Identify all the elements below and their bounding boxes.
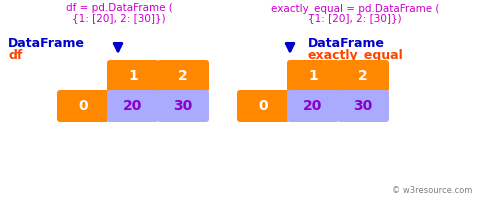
FancyBboxPatch shape <box>157 60 209 92</box>
Text: 2: 2 <box>358 69 368 83</box>
Text: 1: 1 <box>128 69 138 83</box>
FancyBboxPatch shape <box>337 90 389 122</box>
Text: 2: 2 <box>178 69 188 83</box>
Text: 30: 30 <box>354 99 373 113</box>
Text: {1: [20], 2: [30]}): {1: [20], 2: [30]}) <box>308 13 402 23</box>
Text: 30: 30 <box>173 99 193 113</box>
FancyBboxPatch shape <box>57 90 109 122</box>
FancyBboxPatch shape <box>337 60 389 92</box>
Text: DataFrame: DataFrame <box>308 37 385 50</box>
Text: 0: 0 <box>258 99 268 113</box>
Text: exactly_equal: exactly_equal <box>308 49 404 62</box>
Text: 0: 0 <box>78 99 88 113</box>
Text: 1: 1 <box>308 69 318 83</box>
Text: df: df <box>8 49 23 62</box>
FancyBboxPatch shape <box>107 60 159 92</box>
FancyBboxPatch shape <box>287 60 339 92</box>
FancyBboxPatch shape <box>237 90 289 122</box>
FancyBboxPatch shape <box>107 90 159 122</box>
Text: © w3resource.com: © w3resource.com <box>392 186 472 195</box>
FancyBboxPatch shape <box>287 90 339 122</box>
Text: {1: [20], 2: [30]}): {1: [20], 2: [30]}) <box>72 13 166 23</box>
Text: 20: 20 <box>303 99 323 113</box>
Text: df = pd.DataFrame (: df = pd.DataFrame ( <box>66 3 172 13</box>
Text: DataFrame: DataFrame <box>8 37 85 50</box>
FancyBboxPatch shape <box>157 90 209 122</box>
Text: exactly_equal = pd.DataFrame (: exactly_equal = pd.DataFrame ( <box>271 3 439 14</box>
Text: 20: 20 <box>123 99 143 113</box>
